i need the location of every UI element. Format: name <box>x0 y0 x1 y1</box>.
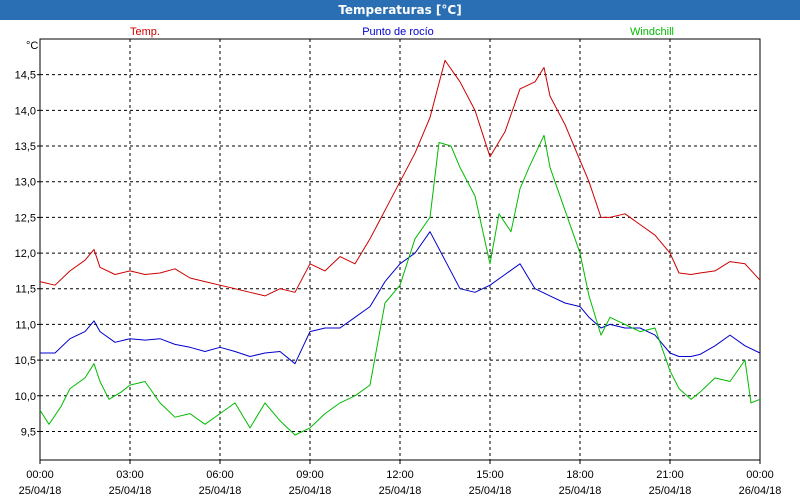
y-tick-label: 13,5 <box>15 141 36 153</box>
y-tick-label: 11,0 <box>15 319 36 331</box>
x-tick-date-label: 25/04/18 <box>109 485 152 497</box>
x-tick-time-label: 06:00 <box>206 469 234 481</box>
x-tick-date-label: 25/04/18 <box>289 485 332 497</box>
y-tick-label: 10,5 <box>15 355 36 367</box>
x-tick-time-label: 03:00 <box>116 469 144 481</box>
x-tick-time-label: 12:00 <box>386 469 414 481</box>
y-tick-label: 12,5 <box>15 212 36 224</box>
y-tick-label: 9,5 <box>21 426 36 438</box>
x-tick-time-label: 00:00 <box>26 469 54 481</box>
x-tick-date-label: 25/04/18 <box>559 485 602 497</box>
y-tick-label: 11,5 <box>15 284 36 296</box>
x-tick-date-label: 25/04/18 <box>649 485 692 497</box>
series-line-2 <box>40 231 761 365</box>
x-tick-time-label: 09:00 <box>296 469 324 481</box>
x-tick-date-label: 25/04/18 <box>379 485 422 497</box>
legend-entry-1: Temp. <box>130 26 160 38</box>
series-line-3 <box>39 134 761 436</box>
y-axis-unit-label: °C <box>26 40 38 52</box>
temperature-chart: 9,5 10,0 10,5 11,0 11,5 12,0 12,5 13,0 13,5 14,0 1… <box>15 26 782 497</box>
x-tick-date-label: 25/04/18 <box>469 485 512 497</box>
x-tick-date-label: 25/04/18 <box>19 485 62 497</box>
series-line-1 <box>39 59 761 297</box>
window-title: Temperaturas [°C] <box>0 0 800 20</box>
x-tick-date-label: 25/04/18 <box>199 485 242 497</box>
y-tick-label: 10,0 <box>15 391 36 403</box>
x-tick-time-label: 21:00 <box>656 469 684 481</box>
x-tick-time-label: 00:00 <box>746 469 774 481</box>
x-tick-time-label: 18:00 <box>566 469 594 481</box>
y-tick-label: 14,0 <box>15 105 36 117</box>
legend-entry-3: Windchill <box>630 26 674 38</box>
y-tick-label: 12,0 <box>15 248 36 260</box>
x-tick-time-label: 15:00 <box>476 469 504 481</box>
y-tick-label: 13,0 <box>15 177 36 189</box>
legend-entry-2: Punto de rocío <box>362 26 434 38</box>
y-tick-label: 14,5 <box>15 70 36 82</box>
x-tick-date-label: 26/04/18 <box>739 485 782 497</box>
